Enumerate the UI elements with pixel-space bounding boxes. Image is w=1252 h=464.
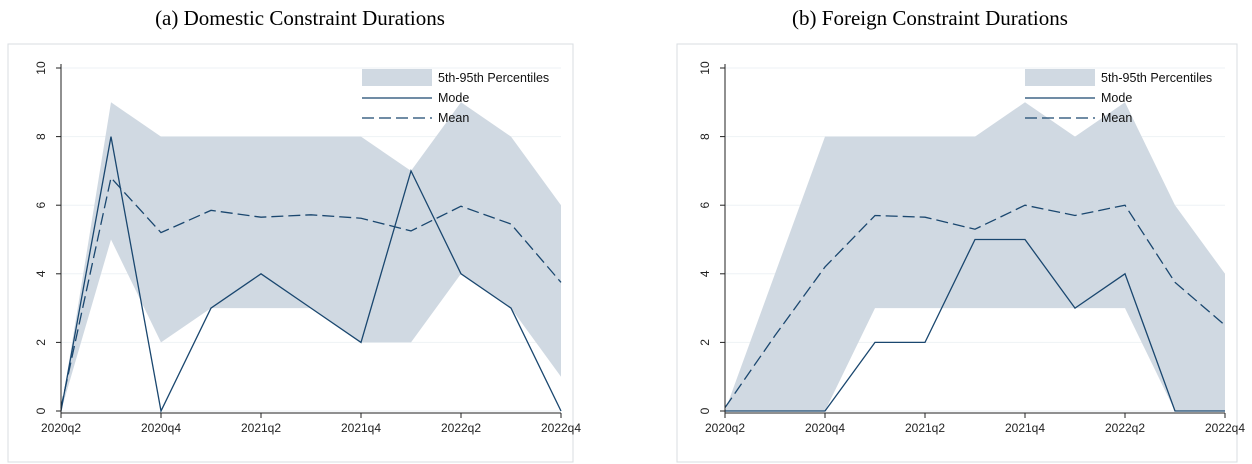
legend-label-mean: Mean (438, 111, 469, 125)
x-tick-label: 2021q4 (1005, 421, 1045, 435)
y-tick-label: 10 (698, 61, 712, 75)
panel-a-title: (a) Domestic Constraint Durations (155, 6, 445, 30)
panel-a-chart: 0 2 4 6 8 10 2020q2 2020q4 2021q2 2021q4 2022q2 202… (7, 43, 581, 463)
x-tick-label: 2021q4 (341, 421, 381, 435)
x-tick-label: 2022q4 (541, 421, 581, 435)
panel-b-title: (b) Foreign Constraint Durations (792, 6, 1068, 30)
legend-label-band: 5th-95th Percentiles (1101, 71, 1212, 85)
x-tick-label: 2022q2 (441, 421, 481, 435)
legend-label-mode: Mode (438, 91, 469, 105)
legend-label-band: 5th-95th Percentiles (438, 71, 549, 85)
series-line-mode (725, 238, 1225, 412)
x-tick-label: 2021q2 (905, 421, 945, 435)
x-tick-label: 2020q4 (805, 421, 845, 435)
series-line-mean (60, 176, 562, 408)
y-tick-label: 2 (34, 339, 48, 346)
legend-label-mode: Mode (1101, 91, 1132, 105)
panel-b-chart: 0 2 4 6 8 10 2020q2 2020q4 2021q2 2021q4 2022q2 202… (676, 43, 1245, 463)
x-tick-label: 2022q2 (1105, 421, 1145, 435)
y-tick-label: 10 (34, 61, 48, 75)
y-tick-label: 4 (34, 270, 48, 277)
series-line-mean (724, 204, 1226, 408)
y-tick-label: 2 (698, 339, 712, 346)
x-tick-label: 2022q4 (1205, 421, 1245, 435)
x-tick-label: 2020q2 (41, 421, 81, 435)
percentile-band (61, 102, 561, 412)
y-tick-label: 8 (34, 133, 48, 140)
series-line-mode (60, 136, 562, 414)
y-tick-label: 0 (34, 407, 48, 414)
legend-swatch-band (362, 69, 432, 86)
x-tick-label: 2021q2 (241, 421, 281, 435)
y-tick-label: 0 (698, 407, 712, 414)
percentile-band (725, 102, 1225, 412)
y-tick-label: 8 (698, 133, 712, 140)
x-tick-label: 2020q2 (705, 421, 745, 435)
y-tick-label: 6 (34, 202, 48, 209)
y-tick-label: 6 (698, 202, 712, 209)
legend: 5th-95th Percentiles Mode Mean (362, 69, 549, 125)
legend-label-mean: Mean (1101, 111, 1132, 125)
legend-swatch-band (1025, 69, 1095, 86)
legend: 5th-95th Percentiles Mode Mean (1025, 69, 1212, 125)
y-tick-label: 4 (698, 270, 712, 277)
x-tick-label: 2020q4 (141, 421, 181, 435)
